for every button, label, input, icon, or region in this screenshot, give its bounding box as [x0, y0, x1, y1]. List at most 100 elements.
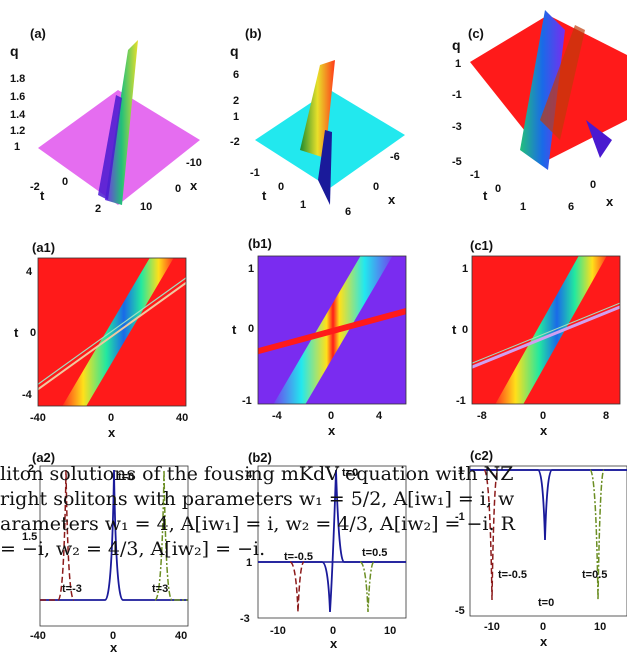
panel-b-xtick: -6	[390, 151, 400, 163]
panel-a-ztick: 1.6	[10, 91, 25, 103]
panel-b-surface: (b) q 6 2 1 -2 -1 0 1 -6 0 6 t x	[230, 26, 405, 218]
panel-c1-xtick: -8	[477, 410, 487, 422]
panel-c-ttick: -1	[470, 169, 480, 181]
panel-a-xtick: 0	[175, 183, 181, 195]
panel-a-x-label: x	[190, 178, 198, 193]
density-frame	[37, 257, 187, 407]
panel-a-xtick: -10	[186, 157, 202, 169]
curve-t-neg	[289, 561, 305, 613]
panel-a2-ytick: 2	[28, 463, 34, 475]
panel-a2-curve-label: t=3	[152, 583, 168, 595]
panel-a1-ttick: -4	[22, 389, 33, 401]
panel-b2-x-label: x	[330, 636, 338, 651]
panel-a2-label: (a2)	[32, 450, 55, 465]
soliton-band-thin	[472, 302, 620, 364]
panel-c1-ttick: 0	[462, 324, 468, 336]
panel-a1-x-label: x	[108, 425, 116, 440]
caption-line: right solitons with parameters w₁ = 5/2,…	[0, 488, 515, 510]
soliton-trough	[520, 10, 565, 170]
panel-c-ttick: 0	[495, 183, 501, 195]
panel-a1-ttick: 4	[26, 266, 33, 278]
panel-a1-xtick: 0	[108, 412, 114, 424]
panel-c-ztick: -1	[452, 89, 462, 101]
curve-t-pos	[154, 469, 188, 601]
panel-b1-t-label: t	[232, 322, 237, 337]
panel-b1-x-label: x	[328, 423, 336, 438]
panel-b2-ytick: 1	[246, 557, 252, 569]
panel-c1-density: (c1) 1 0 -1 -8 0 8 t x	[452, 238, 621, 438]
panel-c-xtick: 0	[590, 179, 596, 191]
panel-b1-density: (b1) 1 0 -1 -4 0 4 t x	[232, 236, 407, 438]
panel-c1-xtick: 0	[540, 410, 546, 422]
soliton-band-thin	[38, 277, 186, 385]
panel-a-ztick: 1	[14, 141, 20, 153]
panel-a-ttick: 0	[62, 176, 68, 188]
panel-c2-ytick: 1	[458, 465, 464, 477]
panel-b2-profile: (b2) 4 1 -3 -10 0 10 t=0 t=-0.5 t=0.5 x	[240, 450, 407, 651]
panel-a-z-label: q	[10, 43, 19, 59]
panel-a-ttick: 2	[95, 203, 101, 215]
panel-c2-profile: (c2) 1 -1 -5 -10 0 10 t=0 t=-0.5 t=0.5 x	[455, 448, 627, 649]
caption-line: = −i, w₂ = 4/3, A[iw₂] = −i.	[0, 538, 266, 560]
panel-b1-xtick: 0	[328, 410, 334, 422]
panel-b-ztick: 1	[233, 111, 239, 123]
soliton-ridge	[105, 40, 138, 205]
panel-c2-curve-label: t=-0.5	[498, 569, 527, 581]
panel-b2-ytick: 4	[246, 469, 253, 481]
panel-b2-curve-label: t=0	[342, 467, 358, 479]
panel-b-ztick: 6	[233, 69, 239, 81]
density-frame	[471, 255, 621, 405]
panel-b-ttick: -1	[250, 167, 260, 179]
panel-b2-label: (b2)	[248, 450, 272, 465]
panel-c1-t-label: t	[452, 322, 457, 337]
panel-b-xtick: 6	[345, 206, 351, 218]
panel-b2-xtick: -10	[270, 625, 286, 637]
soliton-ridge	[98, 95, 122, 200]
panel-a2-xtick: -40	[30, 630, 46, 642]
panel-a2-profile: (a2) 2 1.5 -40 0 40 t=0 t=-3 t=3 x	[22, 450, 189, 652]
panel-c1-xtick: 8	[603, 410, 609, 422]
panel-c-z-label: q	[452, 37, 461, 53]
panel-a1-ttick: 0	[30, 327, 36, 339]
panel-c-x-label: x	[606, 194, 614, 209]
panel-a2-xtick: 0	[110, 630, 116, 642]
curve-t-neg	[483, 469, 499, 601]
panel-b-ztick: 2	[233, 95, 239, 107]
caption-line: liton solutions of the fousing mKdV equa…	[0, 463, 514, 485]
panel-b-xtick: 0	[373, 181, 379, 193]
soliton-trough	[586, 120, 612, 158]
curve-t0	[470, 469, 627, 541]
panel-a-t-label: t	[40, 188, 45, 203]
panel-c2-ytick: -1	[455, 511, 465, 523]
panel-a1-xtick: -40	[30, 412, 46, 424]
panel-c2-xtick: -10	[484, 621, 500, 633]
panel-c2-curve-label: t=0	[538, 597, 554, 609]
soliton-band-thin	[258, 307, 406, 355]
panel-a-ttick: -2	[30, 181, 40, 193]
panel-b2-curve-label: t=-0.5	[284, 551, 313, 563]
panel-a-surface: (a) q 1.8 1.6 1.4 1.2 1 -2 0 2 -10 0 10 …	[10, 26, 202, 215]
panel-c-label: (c)	[468, 26, 484, 41]
soliton-band-thin	[472, 305, 620, 369]
soliton-band-thin	[38, 281, 186, 391]
panel-b2-xtick: 10	[384, 625, 396, 637]
panel-c-xtick: 6	[568, 201, 574, 213]
panel-b-ztick: -2	[230, 136, 240, 148]
panel-a2-curve-label: t=-3	[62, 583, 82, 595]
panel-a-ztick: 1.2	[10, 125, 25, 137]
panel-a1-label: (a1)	[32, 240, 55, 255]
panel-c1-ttick: -1	[456, 395, 466, 407]
panel-c2-x-label: x	[540, 634, 548, 649]
panel-b-ttick: 0	[278, 181, 284, 193]
panel-c2-ytick: -5	[455, 605, 465, 617]
panel-c-ztick: -3	[452, 121, 462, 133]
curve-t-neg	[40, 469, 75, 601]
panel-b-z-label: q	[230, 43, 239, 59]
panel-a-ztick: 1.8	[10, 73, 25, 85]
soliton-dip	[318, 130, 332, 205]
panel-b-t-label: t	[262, 188, 267, 203]
panel-a2-curve-label: t=0	[118, 471, 134, 483]
panel-b-x-label: x	[388, 192, 396, 207]
panel-a-ztick: 1.4	[10, 109, 26, 121]
caption-line: arameters w₁ = 4, A[iw₁] = i, w₂ = 4/3, …	[0, 513, 515, 535]
